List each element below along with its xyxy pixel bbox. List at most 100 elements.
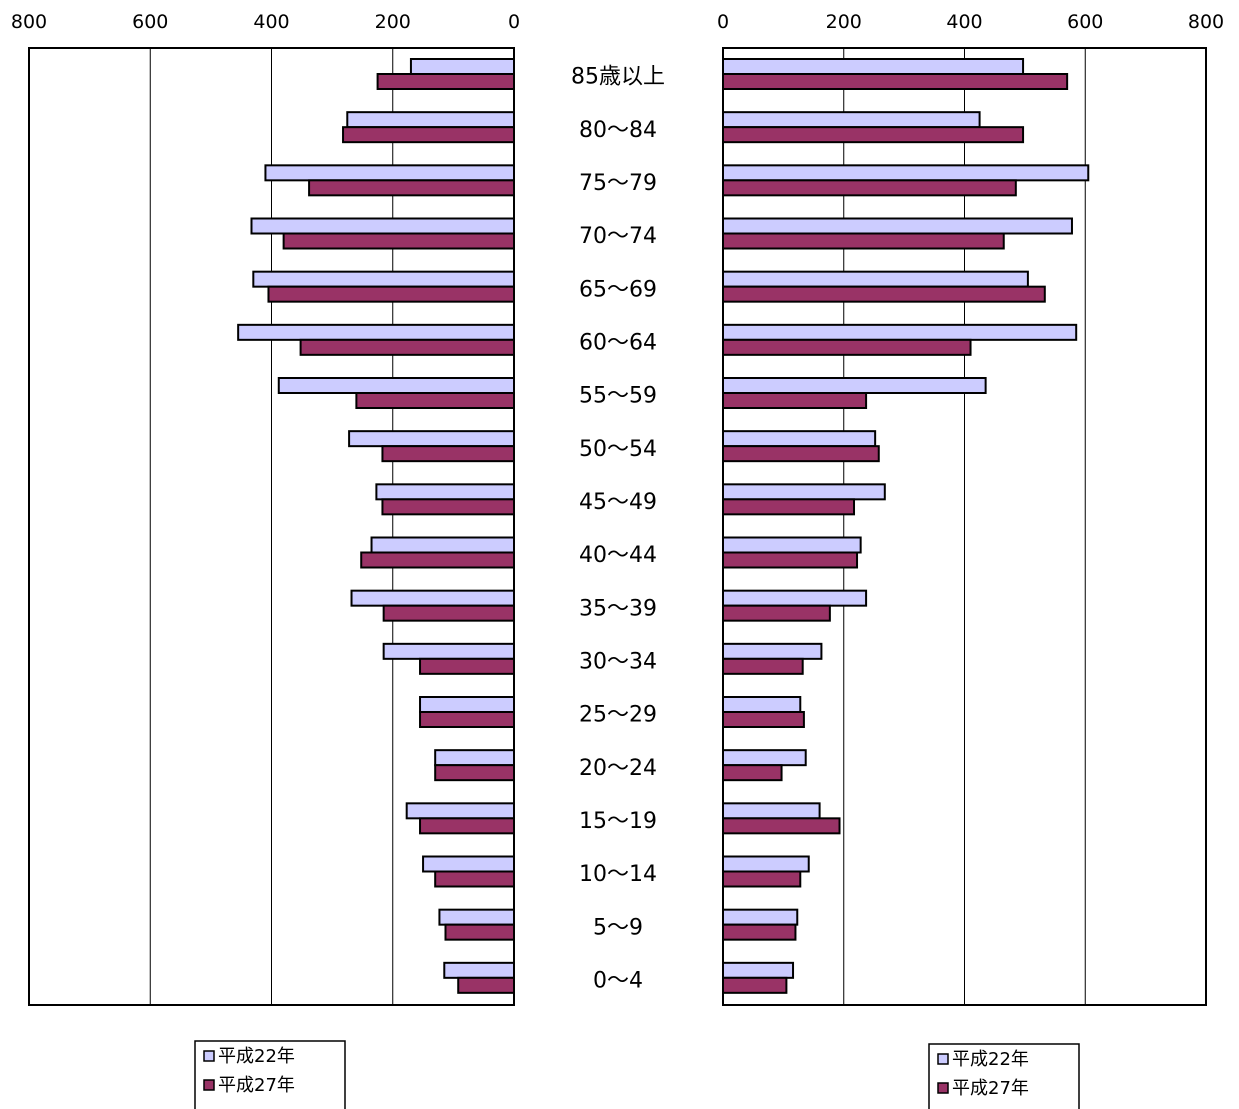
left-bar-h22-3 (250, 217, 515, 235)
left-bar-h27-17 (457, 976, 516, 994)
age-group-labels: 85歳以上 80〜84 75〜79 70〜74 65〜69 60〜64 55〜59 50〜54… (571, 65, 665, 994)
right-legend-swatch-1 (937, 1082, 949, 1094)
left-bar-h27-0 (376, 73, 515, 90)
left-bar-h22-15 (422, 855, 515, 873)
left-bar-h22-10 (350, 589, 515, 607)
right-x-tick-800: 800 (1188, 11, 1224, 33)
age-label-2: 75〜79 (579, 171, 657, 196)
right-bar-h27-15 (722, 870, 802, 888)
right-bar-h22-15 (722, 855, 810, 873)
age-label-14: 15〜19 (579, 809, 657, 834)
left-bar-h22-8 (375, 483, 515, 501)
left-bar-h27-6 (355, 392, 515, 409)
left-bar-h27-8 (381, 498, 515, 516)
left-panel: 0 200 400 600 800 (11, 11, 520, 1006)
right-bar-h27-7 (722, 445, 880, 463)
left-bar-h27-1 (342, 126, 515, 144)
right-bar-h22-8 (722, 483, 886, 501)
right-bar-h22-9 (722, 536, 862, 554)
left-bar-h27-9 (360, 551, 515, 569)
right-bar-h22-17 (722, 961, 795, 979)
right-bar-h27-13 (722, 764, 783, 782)
age-label-5: 60〜64 (579, 330, 657, 355)
left-bar-h27-13 (434, 764, 515, 782)
right-bar-h22-1 (722, 111, 981, 129)
right-bar-h22-16 (722, 908, 799, 926)
left-bar-h27-15 (434, 870, 515, 888)
right-legend-label-0: 平成22年 (952, 1049, 1029, 1070)
right-bar-h22-3 (722, 217, 1073, 235)
age-label-9: 40〜44 (579, 543, 657, 568)
right-x-tick-0: 0 (717, 11, 729, 33)
left-bar-h27-4 (267, 285, 515, 303)
left-x-tick-0: 0 (508, 11, 520, 33)
right-legend-swatch-0 (937, 1053, 949, 1065)
age-label-7: 50〜54 (579, 437, 657, 462)
left-bar-h27-2 (308, 179, 515, 197)
left-bar-h22-6 (277, 377, 515, 394)
age-label-12: 25〜29 (579, 703, 657, 728)
right-bar-h27-11 (722, 657, 804, 675)
left-x-tick-800: 800 (11, 11, 47, 33)
right-x-tick-200: 200 (826, 11, 862, 33)
age-label-8: 45〜49 (579, 490, 657, 515)
right-bar-h27-1 (722, 126, 1025, 144)
left-bar-h22-16 (438, 908, 515, 926)
age-label-3: 70〜74 (579, 224, 657, 249)
right-bar-h27-16 (722, 923, 797, 941)
left-legend-swatch-0 (203, 1050, 215, 1062)
left-x-tick-400: 400 (253, 11, 289, 33)
right-bar-h22-10 (722, 589, 868, 607)
right-bar-h22-11 (722, 642, 823, 660)
left-bar-h27-10 (382, 604, 515, 622)
age-label-17: 0〜4 (593, 968, 643, 993)
left-bar-h27-12 (419, 711, 515, 728)
right-panel: 0 200 400 600 800 (717, 11, 1224, 1006)
right-legend-label-1: 平成27年 (952, 1078, 1029, 1099)
left-legend-box (194, 1040, 346, 1109)
right-bar-h27-8 (722, 498, 856, 516)
right-x-tick-400: 400 (946, 11, 982, 33)
age-label-0: 85歳以上 (571, 65, 665, 90)
age-label-10: 35〜39 (579, 596, 657, 621)
age-label-15: 10〜14 (579, 862, 657, 887)
left-bar-h27-14 (419, 817, 515, 835)
left-bar-h22-17 (443, 961, 515, 979)
left-bar-h22-2 (264, 164, 515, 182)
left-legend-label-0: 平成22年 (218, 1046, 295, 1067)
right-bar-h27-2 (722, 179, 1017, 197)
right-bar-h27-0 (722, 73, 1069, 90)
left-bar-h22-7 (348, 430, 515, 448)
right-bar-h22-6 (722, 377, 987, 394)
left-bar-h27-16 (444, 923, 515, 941)
age-label-6: 55〜59 (579, 384, 657, 409)
left-bar-h22-11 (382, 642, 515, 660)
left-bar-h22-12 (419, 696, 515, 713)
age-label-16: 5〜9 (593, 915, 643, 940)
age-label-4: 65〜69 (579, 277, 657, 302)
right-bar-h27-12 (722, 711, 805, 728)
right-bar-h22-2 (722, 164, 1090, 182)
left-bar-h22-9 (370, 536, 515, 554)
right-bar-h27-17 (722, 976, 788, 994)
right-bar-h27-4 (722, 285, 1046, 303)
left-x-tick-600: 600 (132, 11, 168, 33)
right-bar-h22-5 (722, 323, 1078, 341)
left-bar-h22-0 (409, 58, 515, 75)
right-bar-h22-7 (722, 430, 877, 448)
left-bar-h22-1 (346, 111, 515, 129)
right-bar-h22-0 (722, 58, 1025, 75)
age-label-1: 80〜84 (579, 118, 657, 143)
right-bar-h27-3 (722, 232, 1005, 250)
right-x-tick-600: 600 (1067, 11, 1103, 33)
left-legend-label-1: 平成27年 (218, 1075, 295, 1096)
left-bar-h27-7 (381, 445, 515, 463)
left-bar-h22-5 (237, 323, 515, 341)
right-bar-h27-10 (722, 604, 831, 622)
left-bar-h27-5 (299, 338, 515, 356)
right-bar-h27-5 (722, 338, 972, 356)
right-bar-h22-13 (722, 749, 807, 767)
